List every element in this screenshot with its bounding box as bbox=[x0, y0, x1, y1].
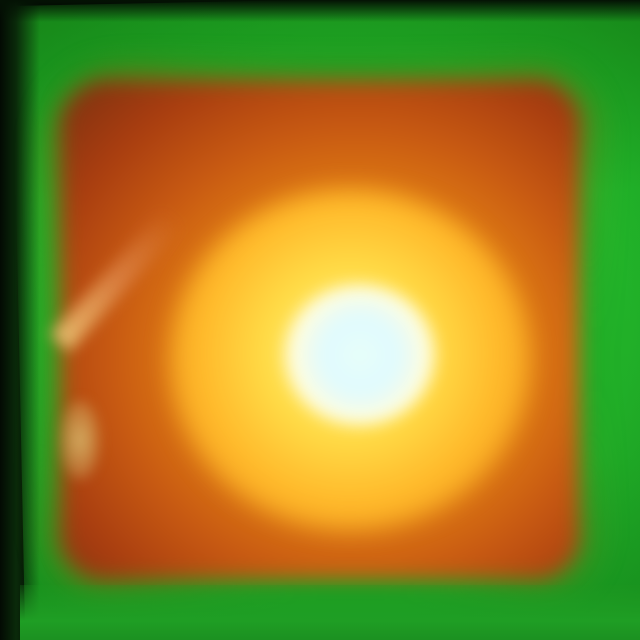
bottom-green-strip bbox=[20, 585, 640, 640]
streak-base bbox=[60, 400, 100, 480]
left-dark-edge bbox=[0, 0, 40, 640]
white-core bbox=[285, 285, 435, 425]
top-dark-edge bbox=[0, 0, 640, 22]
